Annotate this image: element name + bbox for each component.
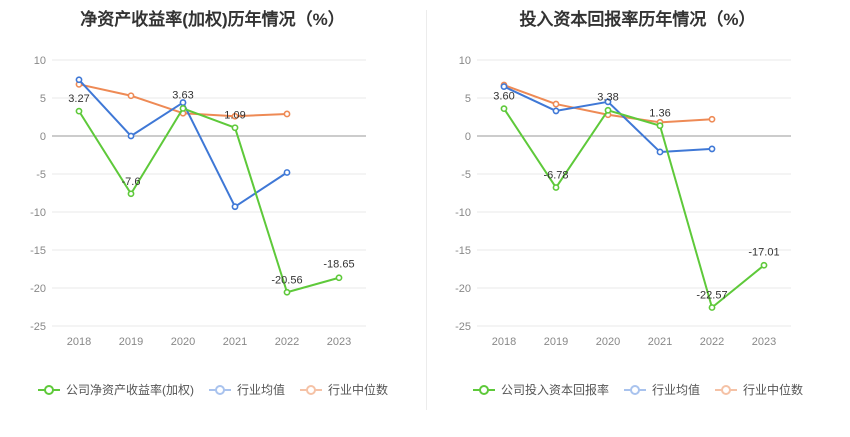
- y-tick-label: -5: [36, 169, 46, 181]
- x-tick-label: 2019: [544, 336, 568, 348]
- data-point: [552, 184, 560, 191]
- y-tick-label: -15: [455, 245, 471, 257]
- legend-item-company[interactable]: 公司投入资本回报率: [472, 381, 609, 398]
- y-tick-label: -5: [461, 169, 471, 181]
- roe-chart-plot: 10 5 0 -5 -10 -15 -20 -25 2018 2019 2020 2021 2022 20…: [30, 55, 366, 348]
- data-label: 3.63: [172, 89, 193, 101]
- y-tick-label: -10: [30, 207, 46, 219]
- data-label: 3.38: [597, 91, 618, 103]
- data-point: [127, 190, 135, 198]
- data-label: -6.78: [543, 170, 568, 182]
- series-line: [78, 107, 340, 294]
- legend-label: 行业均值: [236, 383, 285, 397]
- y-tick-label: -10: [455, 207, 471, 219]
- data-point: [283, 169, 291, 176]
- legend-item-industry-median[interactable]: 行业中位数: [714, 381, 803, 398]
- data-point: [552, 100, 560, 108]
- y-tick-label: -15: [30, 245, 46, 257]
- y-tick-label: 5: [465, 93, 471, 105]
- data-point: [604, 98, 612, 106]
- x-tick-label: 2020: [171, 336, 195, 348]
- data-label: 3.27: [68, 93, 89, 105]
- data-point: [500, 105, 508, 113]
- data-label: 1.36: [649, 108, 670, 120]
- y-tick-label: -20: [30, 283, 46, 295]
- chart-legend: 公司投入资本回报率 行业均值 行业中位数: [425, 381, 850, 398]
- data-point: [604, 106, 612, 114]
- chart-title: 净资产收益率(加权)历年情况（%）: [80, 10, 345, 29]
- legend-line-icon: [208, 384, 231, 395]
- y-tick-label: -25: [455, 321, 471, 333]
- data-point: [75, 76, 83, 84]
- data-point: [231, 112, 239, 120]
- data-point: [656, 148, 664, 156]
- panel-divider: [426, 10, 427, 410]
- legend-line-icon: [472, 384, 495, 395]
- x-tick-label: 2023: [327, 336, 351, 348]
- roic-chart-plot: 10 5 0 -5 -10 -15 -20 -25 2018 2019 2020 2021 2022 20…: [455, 55, 791, 348]
- x-tick-label: 2020: [596, 336, 620, 348]
- legend-label: 行业中位数: [328, 383, 389, 397]
- legend-item-industry-mean[interactable]: 行业均值: [623, 381, 700, 398]
- data-point: [708, 145, 716, 153]
- data-label: 1.09: [224, 110, 245, 122]
- legend-line-icon: [37, 384, 60, 395]
- data-point: [127, 132, 135, 140]
- x-tick-label: 2018: [67, 336, 91, 348]
- series-line: [503, 108, 765, 309]
- y-tick-label: 5: [40, 93, 46, 105]
- data-point: [179, 105, 187, 112]
- x-tick-label: 2021: [223, 336, 247, 348]
- data-point: [127, 92, 135, 100]
- data-label: -20.56: [271, 274, 302, 286]
- legend-line-icon: [623, 384, 646, 395]
- legend-item-industry-median[interactable]: 行业中位数: [299, 381, 388, 398]
- data-label: -22.57: [696, 290, 727, 302]
- legend-item-company[interactable]: 公司净资产收益率(加权): [37, 381, 194, 398]
- x-tick-label: 2018: [492, 336, 516, 348]
- data-point: [231, 124, 239, 132]
- x-tick-label: 2023: [752, 336, 776, 348]
- data-point: [231, 203, 239, 211]
- data-point: [500, 83, 508, 90]
- data-label: -7.6: [122, 176, 141, 188]
- legend-label: 公司投入资本回报率: [500, 383, 609, 397]
- y-tick-label: -20: [455, 283, 471, 295]
- x-tick-label: 2022: [275, 336, 299, 348]
- x-tick-label: 2021: [648, 336, 672, 348]
- data-label: -17.01: [748, 246, 779, 258]
- y-tick-label: -25: [30, 321, 46, 333]
- legend-label: 公司净资产收益率(加权): [65, 383, 194, 397]
- data-point: [552, 107, 560, 115]
- data-point: [656, 122, 664, 130]
- chart-title: 投入资本回报率历年情况（%）: [519, 10, 756, 29]
- data-point: [75, 107, 83, 115]
- chart-legend: 公司净资产收益率(加权) 行业均值 行业中位数: [0, 381, 425, 398]
- legend-item-industry-mean[interactable]: 行业均值: [208, 381, 285, 398]
- y-tick-label: 10: [459, 55, 471, 67]
- x-tick-label: 2022: [700, 336, 724, 348]
- data-point: [760, 261, 768, 269]
- y-tick-label: 0: [40, 131, 46, 143]
- data-point: [283, 288, 291, 296]
- legend-label: 行业均值: [651, 383, 700, 397]
- legend-line-icon: [715, 384, 737, 395]
- data-point: [708, 304, 716, 311]
- y-tick-label: 10: [34, 55, 46, 67]
- legend-label: 行业中位数: [743, 383, 804, 397]
- data-point: [283, 110, 291, 118]
- legend-line-icon: [300, 384, 322, 395]
- data-label: 3.60: [493, 91, 514, 103]
- data-point: [335, 274, 343, 282]
- x-tick-label: 2019: [119, 336, 143, 348]
- data-label: -18.65: [323, 259, 354, 271]
- roe-chart-panel: 净资产收益率(加权)历年情况（%） 10 5 0 -5 -10 -15 -20 -25 2018…: [0, 10, 425, 398]
- roic-chart-panel: 投入资本回报率历年情况（%） 10 5 0 -5 -10 -15 -20 -25 2018 201…: [425, 0, 850, 437]
- y-tick-label: 0: [465, 131, 471, 143]
- data-point: [708, 115, 716, 123]
